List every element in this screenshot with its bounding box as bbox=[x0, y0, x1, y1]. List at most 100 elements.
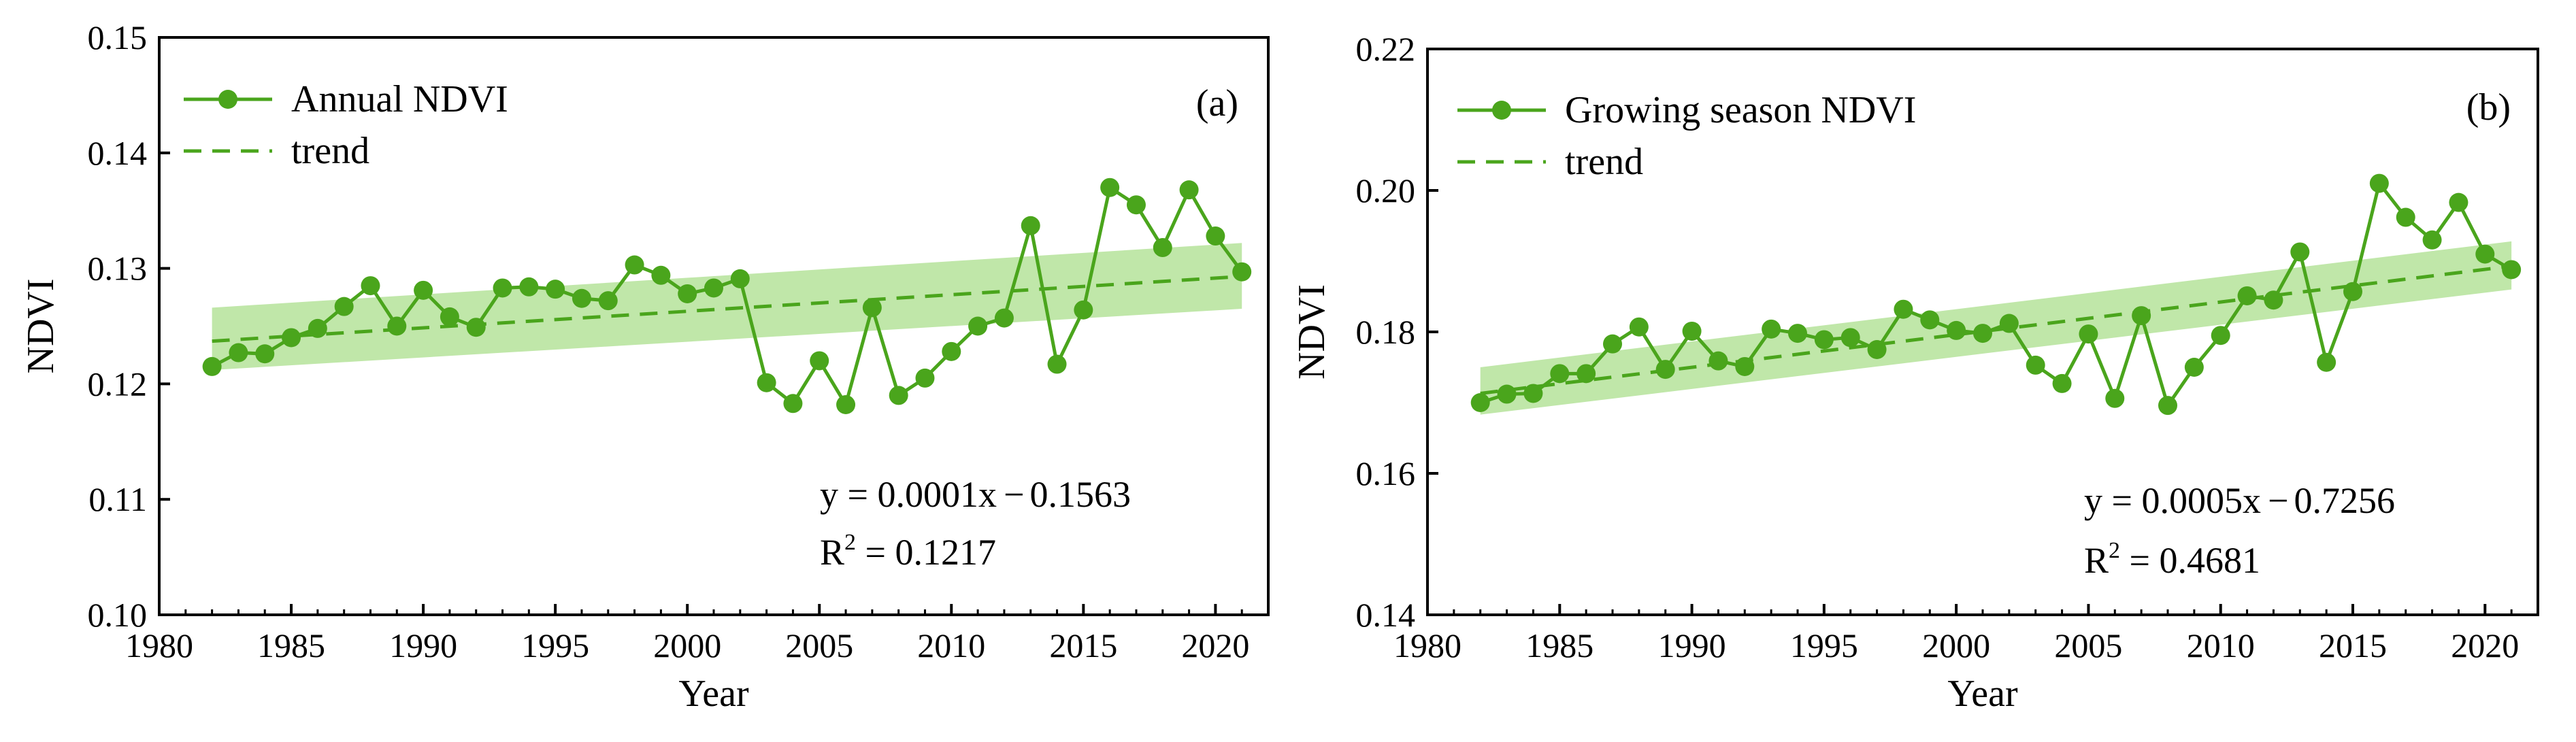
x-axis-title: Year bbox=[678, 673, 749, 715]
data-point bbox=[308, 318, 327, 338]
axes-layer: 1980 1985 1990 1995 2000 2005 2010 2015 2020 0.14… bbox=[1356, 30, 2539, 664]
r2-value: = 0.4681 bbox=[2120, 540, 2260, 581]
data-point bbox=[1153, 238, 1172, 258]
legend-series-label: Growing season NDVI bbox=[1565, 89, 1916, 131]
y-axis-title: NDVI bbox=[20, 279, 62, 374]
x-tick-label: 2010 bbox=[917, 626, 985, 664]
data-point bbox=[572, 288, 591, 308]
data-point bbox=[2317, 352, 2336, 372]
data-point bbox=[1206, 226, 1225, 246]
data-point bbox=[493, 278, 512, 298]
x-tick-label: 2000 bbox=[1922, 626, 1990, 664]
legend-series-marker bbox=[218, 90, 237, 109]
data-point bbox=[1735, 356, 1755, 376]
legend-trend-label: trend bbox=[1565, 141, 1643, 183]
x-tick-label: 1995 bbox=[1790, 626, 1858, 664]
data-point bbox=[704, 278, 723, 298]
data-point bbox=[2264, 290, 2283, 310]
data-point bbox=[1074, 300, 1093, 320]
data-point bbox=[994, 308, 1014, 328]
data-point bbox=[2369, 173, 2389, 193]
data-point bbox=[1788, 324, 1807, 343]
data-point bbox=[1047, 354, 1067, 374]
data-point bbox=[2052, 373, 2072, 393]
data-point bbox=[1021, 216, 1040, 235]
y-tick-label: 0.22 bbox=[1356, 30, 1416, 68]
data-point bbox=[2396, 207, 2415, 227]
data-point bbox=[783, 394, 803, 414]
series-layer bbox=[202, 178, 1252, 414]
y-axis-title: NDVI bbox=[1291, 284, 1333, 380]
x-axis-title: Year bbox=[1947, 673, 2018, 715]
data-point bbox=[202, 356, 222, 376]
data-point bbox=[2343, 282, 2362, 301]
y-tick-label: 0.14 bbox=[1356, 596, 1416, 634]
data-point bbox=[836, 394, 856, 414]
data-point bbox=[440, 307, 459, 326]
x-tick-label: 2005 bbox=[785, 626, 853, 664]
x-tick-label: 2020 bbox=[2451, 626, 2519, 664]
r2-superscript: 2 bbox=[844, 530, 856, 555]
data-point bbox=[1100, 178, 1120, 197]
data-point bbox=[730, 269, 750, 288]
series-line bbox=[211, 186, 1244, 407]
data-point bbox=[942, 341, 961, 361]
r-squared: R2 = 0.1217 bbox=[820, 530, 996, 573]
data-point bbox=[651, 265, 671, 285]
r2-base: R bbox=[820, 532, 844, 573]
data-point bbox=[334, 297, 354, 316]
r2-base: R bbox=[2084, 540, 2109, 581]
data-point bbox=[1629, 317, 1649, 337]
data-point bbox=[757, 373, 776, 392]
data-point bbox=[2502, 260, 2522, 280]
chart-panel-b: 1980 1985 1990 1995 2000 2005 2010 2015 2020 0.14… bbox=[1291, 30, 2539, 715]
x-tick-label: 1990 bbox=[1658, 626, 1726, 664]
data-point bbox=[1576, 364, 1596, 384]
data-point bbox=[546, 280, 565, 299]
legend: Annual NDVI trend bbox=[184, 78, 508, 172]
data-point bbox=[2422, 230, 2442, 250]
data-point bbox=[598, 291, 618, 311]
data-point bbox=[1523, 384, 1543, 403]
equation-constant: 0.1563 bbox=[1029, 474, 1131, 515]
data-point bbox=[1655, 360, 1675, 380]
x-tick-label: 1980 bbox=[125, 626, 193, 664]
data-point bbox=[889, 386, 908, 405]
data-point bbox=[2158, 396, 2177, 416]
data-point bbox=[1894, 299, 1913, 319]
x-tick-label: 1985 bbox=[1525, 626, 1594, 664]
data-point bbox=[2079, 324, 2098, 344]
data-point bbox=[255, 344, 275, 364]
data-point bbox=[1179, 180, 1199, 200]
regression-equation: y = 0.0001x −0.1563 bbox=[820, 474, 1131, 515]
data-point bbox=[229, 343, 248, 362]
panel-label: (a) bbox=[1196, 82, 1238, 124]
data-point bbox=[282, 328, 301, 348]
confidence-band bbox=[212, 243, 1242, 371]
data-point bbox=[2026, 355, 2045, 375]
trend-line-layer bbox=[212, 274, 1242, 343]
x-tick-label: 1990 bbox=[389, 626, 457, 664]
equation-minus: − bbox=[2268, 480, 2288, 521]
data-point bbox=[387, 316, 407, 336]
equation-minus: − bbox=[1004, 474, 1024, 515]
y-tick-label: 0.15 bbox=[88, 18, 148, 56]
x-tick-label: 2010 bbox=[2187, 626, 2255, 664]
x-tick-label: 2005 bbox=[2054, 626, 2122, 664]
data-point bbox=[2237, 286, 2257, 305]
y-tick-label: 0.14 bbox=[88, 134, 148, 172]
x-tick-label: 1980 bbox=[1393, 626, 1462, 664]
data-point bbox=[1999, 314, 2019, 333]
x-tick-label: 2015 bbox=[2319, 626, 2387, 664]
axes-layer: 1980 1985 1990 1995 2000 2005 2010 2015 2020 0.10… bbox=[88, 18, 1270, 664]
legend-series-marker bbox=[1492, 101, 1511, 120]
data-point bbox=[414, 280, 433, 300]
data-point bbox=[968, 316, 988, 336]
series-layer bbox=[1470, 173, 2522, 416]
data-point bbox=[2105, 388, 2125, 408]
y-tick-label: 0.10 bbox=[88, 596, 148, 634]
data-point bbox=[2449, 192, 2468, 212]
chart-panel-a: 1980 1985 1990 1995 2000 2005 2010 2015 2020 0.10… bbox=[20, 18, 1270, 715]
